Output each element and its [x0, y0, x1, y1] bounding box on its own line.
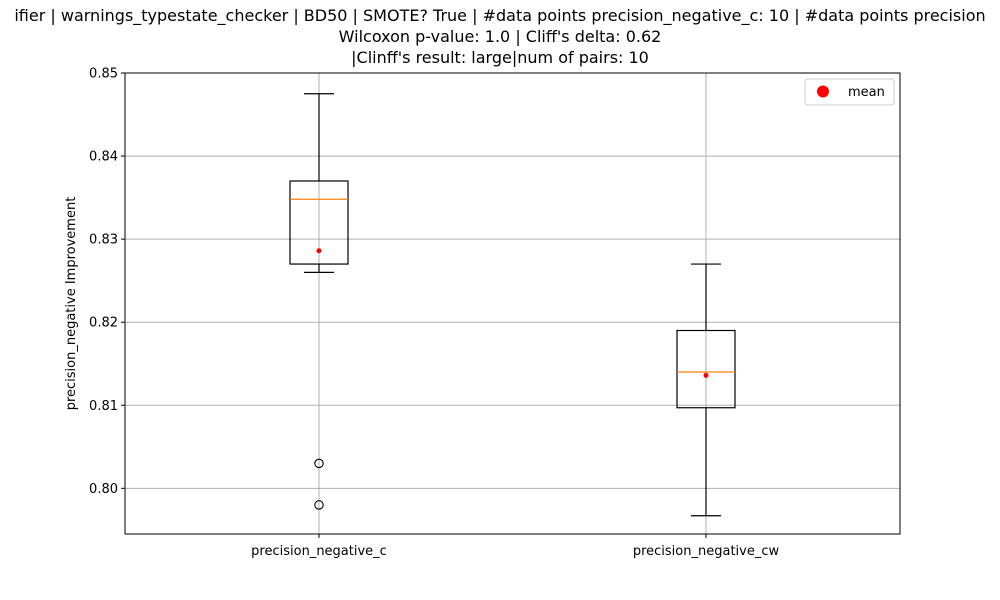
chart-title-line-2: Wilcoxon p-value: 1.0 | Cliff's delta: 0…	[338, 27, 662, 46]
plot-area-frame	[124, 72, 901, 535]
x-tick-label: precision_negative_c	[251, 544, 387, 559]
y-tick-label: 0.80	[89, 482, 118, 497]
box-precision_negative_cw	[676, 263, 736, 517]
iqr-box	[289, 180, 349, 265]
y-tick-label: 0.83	[89, 233, 118, 248]
outlier-point	[314, 500, 324, 510]
y-tick-label: 0.82	[89, 316, 118, 331]
y-tick-label: 0.84	[89, 150, 118, 165]
iqr-box	[676, 329, 736, 409]
y-axis-label: precision_negative Improvement	[64, 197, 79, 411]
boxes	[289, 93, 736, 517]
legend-mean-marker	[817, 85, 829, 98]
outlier-point	[314, 458, 324, 469]
mean-point	[316, 248, 322, 254]
chart-title-line-3: |Clinff's result: large|num of pairs: 10	[351, 48, 649, 67]
y-tick-label: 0.85	[89, 67, 118, 82]
legend: mean	[804, 78, 895, 106]
legend-mean-label: mean	[848, 85, 885, 100]
x-axis-ticks: precision_negative_c precision_negative_c…	[251, 534, 780, 559]
mean-point	[703, 372, 709, 378]
x-tick-label: precision_negative_cw	[633, 544, 780, 559]
y-axis-ticks: 0.80 0.81 0.82 0.83 0.84 0.85	[89, 67, 125, 497]
box-precision_negative_c	[289, 93, 349, 510]
y-tick-label: 0.81	[89, 399, 118, 414]
legend-box	[804, 78, 895, 106]
grid-lines	[125, 72, 900, 534]
chart-title-line-1: ifier | warnings_typestate_checker | BD5…	[14, 6, 986, 25]
